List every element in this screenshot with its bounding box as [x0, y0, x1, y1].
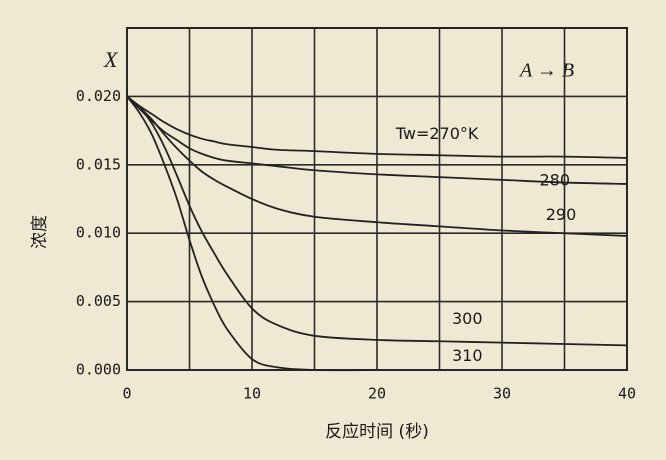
series-label: 310: [452, 346, 483, 365]
x-axis-label: 反应时间 (秒): [325, 422, 429, 442]
y-tick-label: 0.015: [76, 155, 121, 173]
annotation: A → B: [518, 60, 574, 82]
x-tick-label: 10: [243, 385, 261, 403]
series-label: 290: [546, 205, 577, 224]
series-label: 280: [540, 171, 571, 190]
x-tick-label: 20: [368, 385, 386, 403]
x-tick-label: 40: [618, 385, 636, 403]
y-tick-label: 0.005: [76, 292, 121, 310]
series-line: [126, 95, 628, 347]
y-axis-label: 浓度: [30, 215, 50, 249]
series-line: [126, 95, 378, 372]
series-label: 300: [452, 309, 483, 328]
series-label: Tw=270°K: [395, 124, 479, 143]
y-tick-label: 0.010: [76, 224, 121, 242]
y-tick-label: 0.020: [76, 87, 121, 105]
y-tick-label: 0.000: [76, 361, 121, 379]
series-line: [126, 95, 628, 237]
x-tick-label: 30: [493, 385, 511, 403]
series-line: [126, 95, 628, 159]
x-tick-label: 0: [122, 385, 131, 403]
y-axis-symbol: X: [103, 47, 119, 72]
